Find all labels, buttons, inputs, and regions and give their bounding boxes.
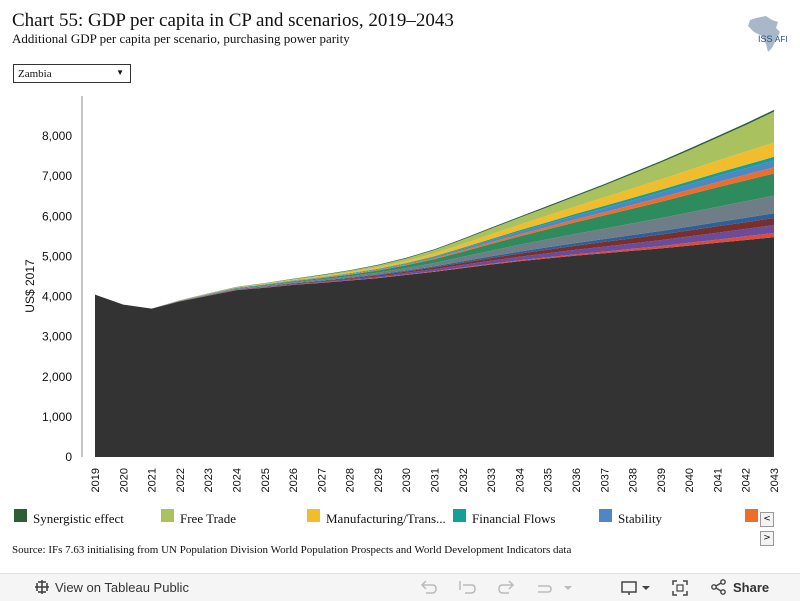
y-tick-label: 3,000 [42,330,72,344]
redo-icon[interactable] [497,578,517,598]
svg-text:AFI: AFI [775,35,787,44]
x-tick-label: 2024 [231,468,243,492]
x-tick-label: 2040 [684,468,696,492]
x-tick-labels: 2019 2020 2021 2022 2023 2024 2025 2026 2027 2028… [90,468,781,492]
svg-text:ISS: ISS [758,34,773,44]
share-icon [711,579,726,595]
legend-label: Free Trade [180,511,236,526]
x-tick-label: 2033 [486,468,498,492]
view-on-tableau-label: View on Tableau Public [55,580,189,595]
x-tick-label: 2032 [458,468,470,492]
area-series-1[interactable] [95,232,774,309]
legend-swatch [307,509,320,522]
chevron-right-icon[interactable]: > [760,531,774,546]
x-tick-label: 2037 [599,468,611,492]
y-tick-label: 6,000 [42,209,72,223]
y-tick-label: 5,000 [42,249,72,263]
legend-label: Synergistic effect [33,511,124,526]
fullscreen-icon[interactable] [670,578,690,598]
x-tick-label: 2027 [316,468,328,492]
x-tick-label: 2023 [203,468,215,492]
legend-label: Financial Flows [472,511,556,526]
y-tick-label: 8,000 [42,129,72,143]
x-tick-label: 2026 [288,468,300,492]
x-tick-label: 2020 [118,468,130,492]
y-tick-label: 2,000 [42,370,72,384]
y-tick-label: 0 [65,450,72,464]
y-tick-label: 1,000 [42,410,72,424]
legend-swatch [453,509,466,522]
chevron-down-icon: ▼ [116,68,124,77]
tableau-toolbar: View on Tableau Public Share [0,573,800,601]
legend-label: Stability [618,511,663,526]
source-note: Source: IFs 7.63 initialising from UN Po… [12,544,572,556]
x-tick-label: 2034 [514,468,526,492]
y-tick-labels: 0 1,000 2,000 3,000 4,000 5,000 6,000 7,000 8,00… [42,129,72,464]
chart-title: Chart 55: GDP per capita in CP and scena… [12,10,454,31]
legend-swatch [14,509,27,522]
legend-swatch [745,509,758,522]
gdp-area-chart[interactable]: US$ 2017 0 1,000 2,000 3,000 4,000 5,000 6,000… [0,90,800,500]
chart-subtitle: Additional GDP per capita per scenario, … [12,31,350,46]
y-axis-label: US$ 2017 [23,259,37,313]
y-tick-label: 7,000 [42,169,72,183]
undo-icon[interactable] [418,578,438,598]
country-filter-dropdown[interactable]: Zambia ▼ [13,64,131,83]
chevron-left-icon[interactable]: < [760,512,774,527]
x-tick-label: 2042 [741,468,753,492]
x-tick-label: 2030 [401,468,413,492]
x-tick-label: 2043 [769,468,781,492]
plot-layers [95,109,774,457]
tableau-icon [35,580,49,594]
x-tick-label: 2035 [543,468,555,492]
iss-afi-logo: ISS AFI [748,16,787,52]
revert-icon[interactable] [457,578,477,598]
x-tick-label: 2031 [430,468,442,492]
x-tick-label: 2022 [175,468,187,492]
legend: Synergistic effect Free Trade Manufactur… [0,506,800,530]
country-filter-value: Zambia [18,68,52,80]
x-tick-label: 2036 [571,468,583,492]
legend-swatch [599,509,612,522]
legend-label: Manufacturing/Trans... [326,511,446,526]
y-tick-label: 4,000 [42,290,72,304]
share-label: Share [733,580,770,595]
x-tick-label: 2028 [345,468,357,492]
x-tick-label: 2029 [373,468,385,492]
x-tick-label: 2039 [656,468,668,492]
x-tick-label: 2025 [260,468,272,492]
area-series-0[interactable] [95,237,774,457]
x-tick-label: 2019 [90,468,102,492]
download-icon[interactable] [620,578,654,598]
x-tick-label: 2021 [147,468,159,492]
legend-pager: <> [760,508,786,546]
refresh-icon[interactable] [534,578,574,598]
view-on-tableau-link[interactable]: View on Tableau Public [34,578,194,598]
x-tick-label: 2041 [712,468,724,492]
x-tick-label: 2038 [628,468,640,492]
share-button[interactable]: Share [710,578,780,598]
legend-swatch [161,509,174,522]
